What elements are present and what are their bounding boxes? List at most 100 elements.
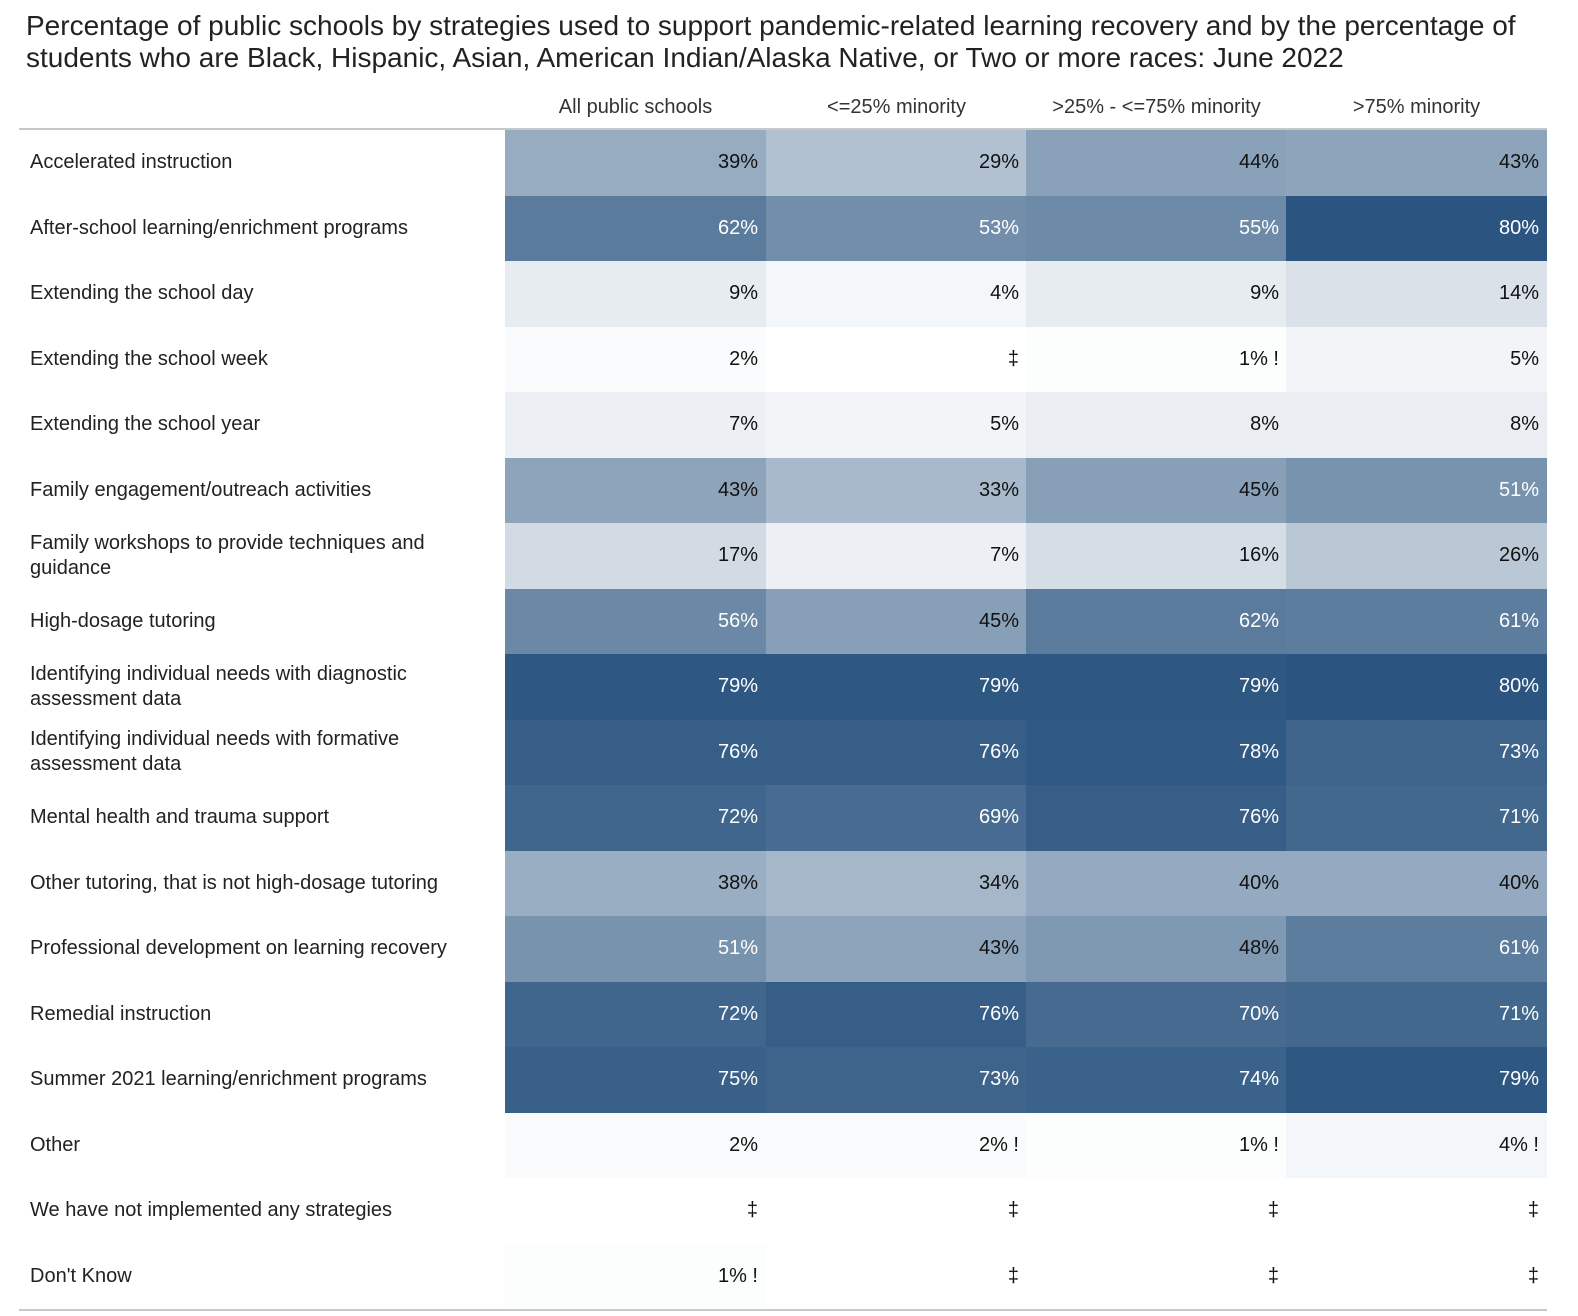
- heatmap-cell: 8%: [1286, 392, 1547, 458]
- column-header: All public schools: [558, 95, 713, 118]
- row-label: Other: [30, 1133, 81, 1156]
- row-label: High-dosage tutoring: [30, 609, 216, 632]
- table-row: Identifying individual needs with format…: [19, 719, 1547, 785]
- heatmap-cell: 1% !: [1026, 326, 1287, 392]
- heatmap-cell: 80%: [1286, 195, 1547, 261]
- heatmap-cell: 61%: [1286, 916, 1547, 982]
- heatmap-cell: 44%: [1026, 130, 1287, 196]
- heatmap-cell: 53%: [766, 195, 1027, 261]
- heatmap-cell: ‡: [766, 326, 1027, 392]
- heatmap-cell: 29%: [766, 130, 1027, 196]
- heatmap-cell: 45%: [1026, 457, 1287, 523]
- chart-title: Percentage of public schools by strategi…: [26, 10, 1516, 73]
- heatmap-cell: 2%: [505, 326, 766, 392]
- row-label: Don't Know: [30, 1264, 132, 1287]
- table-row: We have not implemented any strategies ‡ ‡…: [19, 1178, 1547, 1244]
- heatmap-cell: ‡: [766, 1178, 1027, 1244]
- heatmap-cell: 72%: [505, 785, 766, 851]
- heatmap-cell: ‡: [1026, 1243, 1287, 1309]
- heatmap-cell: 61%: [1286, 588, 1547, 654]
- column-header: >75% minority: [1352, 95, 1481, 118]
- heatmap-cell: 39%: [505, 130, 766, 196]
- header-divider: [19, 128, 1547, 130]
- heatmap-cell: 76%: [505, 719, 766, 785]
- heatmap-cell: 34%: [766, 850, 1027, 916]
- heatmap-cell: 62%: [1026, 588, 1287, 654]
- heatmap-cell: ‡: [1286, 1178, 1547, 1244]
- row-label: Extending the school day: [30, 282, 254, 305]
- table-row: Extending the school year 7% 5% 8% 8%: [19, 392, 1547, 458]
- heatmap-cell: 76%: [766, 981, 1027, 1047]
- row-label: Family workshops to provide techniques a…: [30, 531, 425, 579]
- heatmap-cell: 4% !: [1286, 1112, 1547, 1178]
- heatmap-cell: ‡: [766, 1243, 1027, 1309]
- heatmap-cell: 2% !: [766, 1112, 1027, 1178]
- table-row: High-dosage tutoring 56% 45% 62% 61%: [19, 588, 1547, 654]
- column-header: <=25% minority: [827, 95, 966, 118]
- heatmap-cell: 7%: [766, 523, 1027, 589]
- table-row: Mental health and trauma support 72% 69% 76…: [19, 785, 1547, 851]
- table-row: Other tutoring, that is not high-dosage …: [19, 850, 1547, 916]
- heatmap-cell: 4%: [766, 261, 1027, 327]
- heatmap-cell: 38%: [505, 850, 766, 916]
- heatmap-cell: ‡: [505, 1178, 766, 1244]
- table-row: Professional development on learning rec…: [19, 916, 1547, 982]
- heatmap-cell: 71%: [1286, 785, 1547, 851]
- heatmap-cell: 43%: [766, 916, 1027, 982]
- heatmap-cell: 79%: [766, 654, 1027, 720]
- row-label: Summer 2021 learning/enrichment programs: [30, 1068, 427, 1091]
- heatmap-cell: 45%: [766, 588, 1027, 654]
- heatmap-cell: 7%: [505, 392, 766, 458]
- heatmap-cell: 71%: [1286, 981, 1547, 1047]
- row-label: Identifying individual needs with diagno…: [30, 662, 407, 710]
- heatmap-cell: 40%: [1026, 850, 1287, 916]
- row-label: Professional development on learning rec…: [30, 937, 447, 960]
- table-row: Remedial instruction 72% 76% 70% 71%: [19, 981, 1547, 1047]
- heatmap-cell: 9%: [1026, 261, 1287, 327]
- heatmap-cell: 17%: [505, 523, 766, 589]
- table-row: After-school learning/enrichment program…: [19, 195, 1547, 261]
- heatmap-cell: 56%: [505, 588, 766, 654]
- column-header: >25% - <=75% minority: [1052, 95, 1261, 118]
- row-label: Identifying individual needs with format…: [30, 728, 400, 776]
- table-row: Identifying individual needs with diagno…: [19, 654, 1547, 720]
- heatmap-cell: 73%: [1286, 719, 1547, 785]
- heatmap-cell: 26%: [1286, 523, 1547, 589]
- heatmap-cell: 2%: [505, 1112, 766, 1178]
- heatmap-cell: 16%: [1026, 523, 1287, 589]
- row-label: Family engagement/outreach activities: [30, 478, 372, 501]
- table-row: Family workshops to provide techniques a…: [19, 523, 1547, 589]
- heatmap-cell: 48%: [1026, 916, 1287, 982]
- heatmap-cell: 55%: [1026, 195, 1287, 261]
- heatmap-cell: 1% !: [505, 1243, 766, 1309]
- heatmap-cell: 73%: [766, 1047, 1027, 1113]
- heatmap-cell: 40%: [1286, 850, 1547, 916]
- heatmap-cell: 78%: [1026, 719, 1287, 785]
- bottom-divider: [19, 1309, 1547, 1311]
- heatmap-cell: 79%: [505, 654, 766, 720]
- table-row: Other 2% 2% ! 1% ! 4% !: [19, 1112, 1547, 1178]
- row-label: Remedial instruction: [30, 1002, 212, 1025]
- heatmap-cell: 5%: [766, 392, 1027, 458]
- heatmap-cell: 9%: [505, 261, 766, 327]
- table-row: Accelerated instruction 39% 29% 44% 43%: [19, 130, 1547, 196]
- heatmap-cell: ‡: [1026, 1178, 1287, 1244]
- heatmap-cell: 51%: [1286, 457, 1547, 523]
- row-label: We have not implemented any strategies: [30, 1199, 393, 1222]
- row-label: Mental health and trauma support: [30, 806, 330, 829]
- heatmap-cell: 79%: [1026, 654, 1287, 720]
- heatmap-cell: 75%: [505, 1047, 766, 1113]
- row-label: Extending the school year: [30, 413, 261, 436]
- heatmap-cell: 76%: [766, 719, 1027, 785]
- heatmap-cell: 62%: [505, 195, 766, 261]
- heatmap-cell: 5%: [1286, 326, 1547, 392]
- heatmap-cell: 72%: [505, 981, 766, 1047]
- heatmap-cell: 33%: [766, 457, 1027, 523]
- heatmap-cell: 70%: [1026, 981, 1287, 1047]
- table-row: Extending the school day 9% 4% 9% 14%: [19, 261, 1547, 327]
- heatmap-cell: 74%: [1026, 1047, 1287, 1113]
- table-row: Family engagement/outreach activities 43%…: [19, 457, 1547, 523]
- heatmap-cell: 43%: [505, 457, 766, 523]
- table-row: Summer 2021 learning/enrichment programs…: [19, 1047, 1547, 1113]
- table-row: Don't Know 1% ! ‡ ‡ ‡: [19, 1243, 1547, 1309]
